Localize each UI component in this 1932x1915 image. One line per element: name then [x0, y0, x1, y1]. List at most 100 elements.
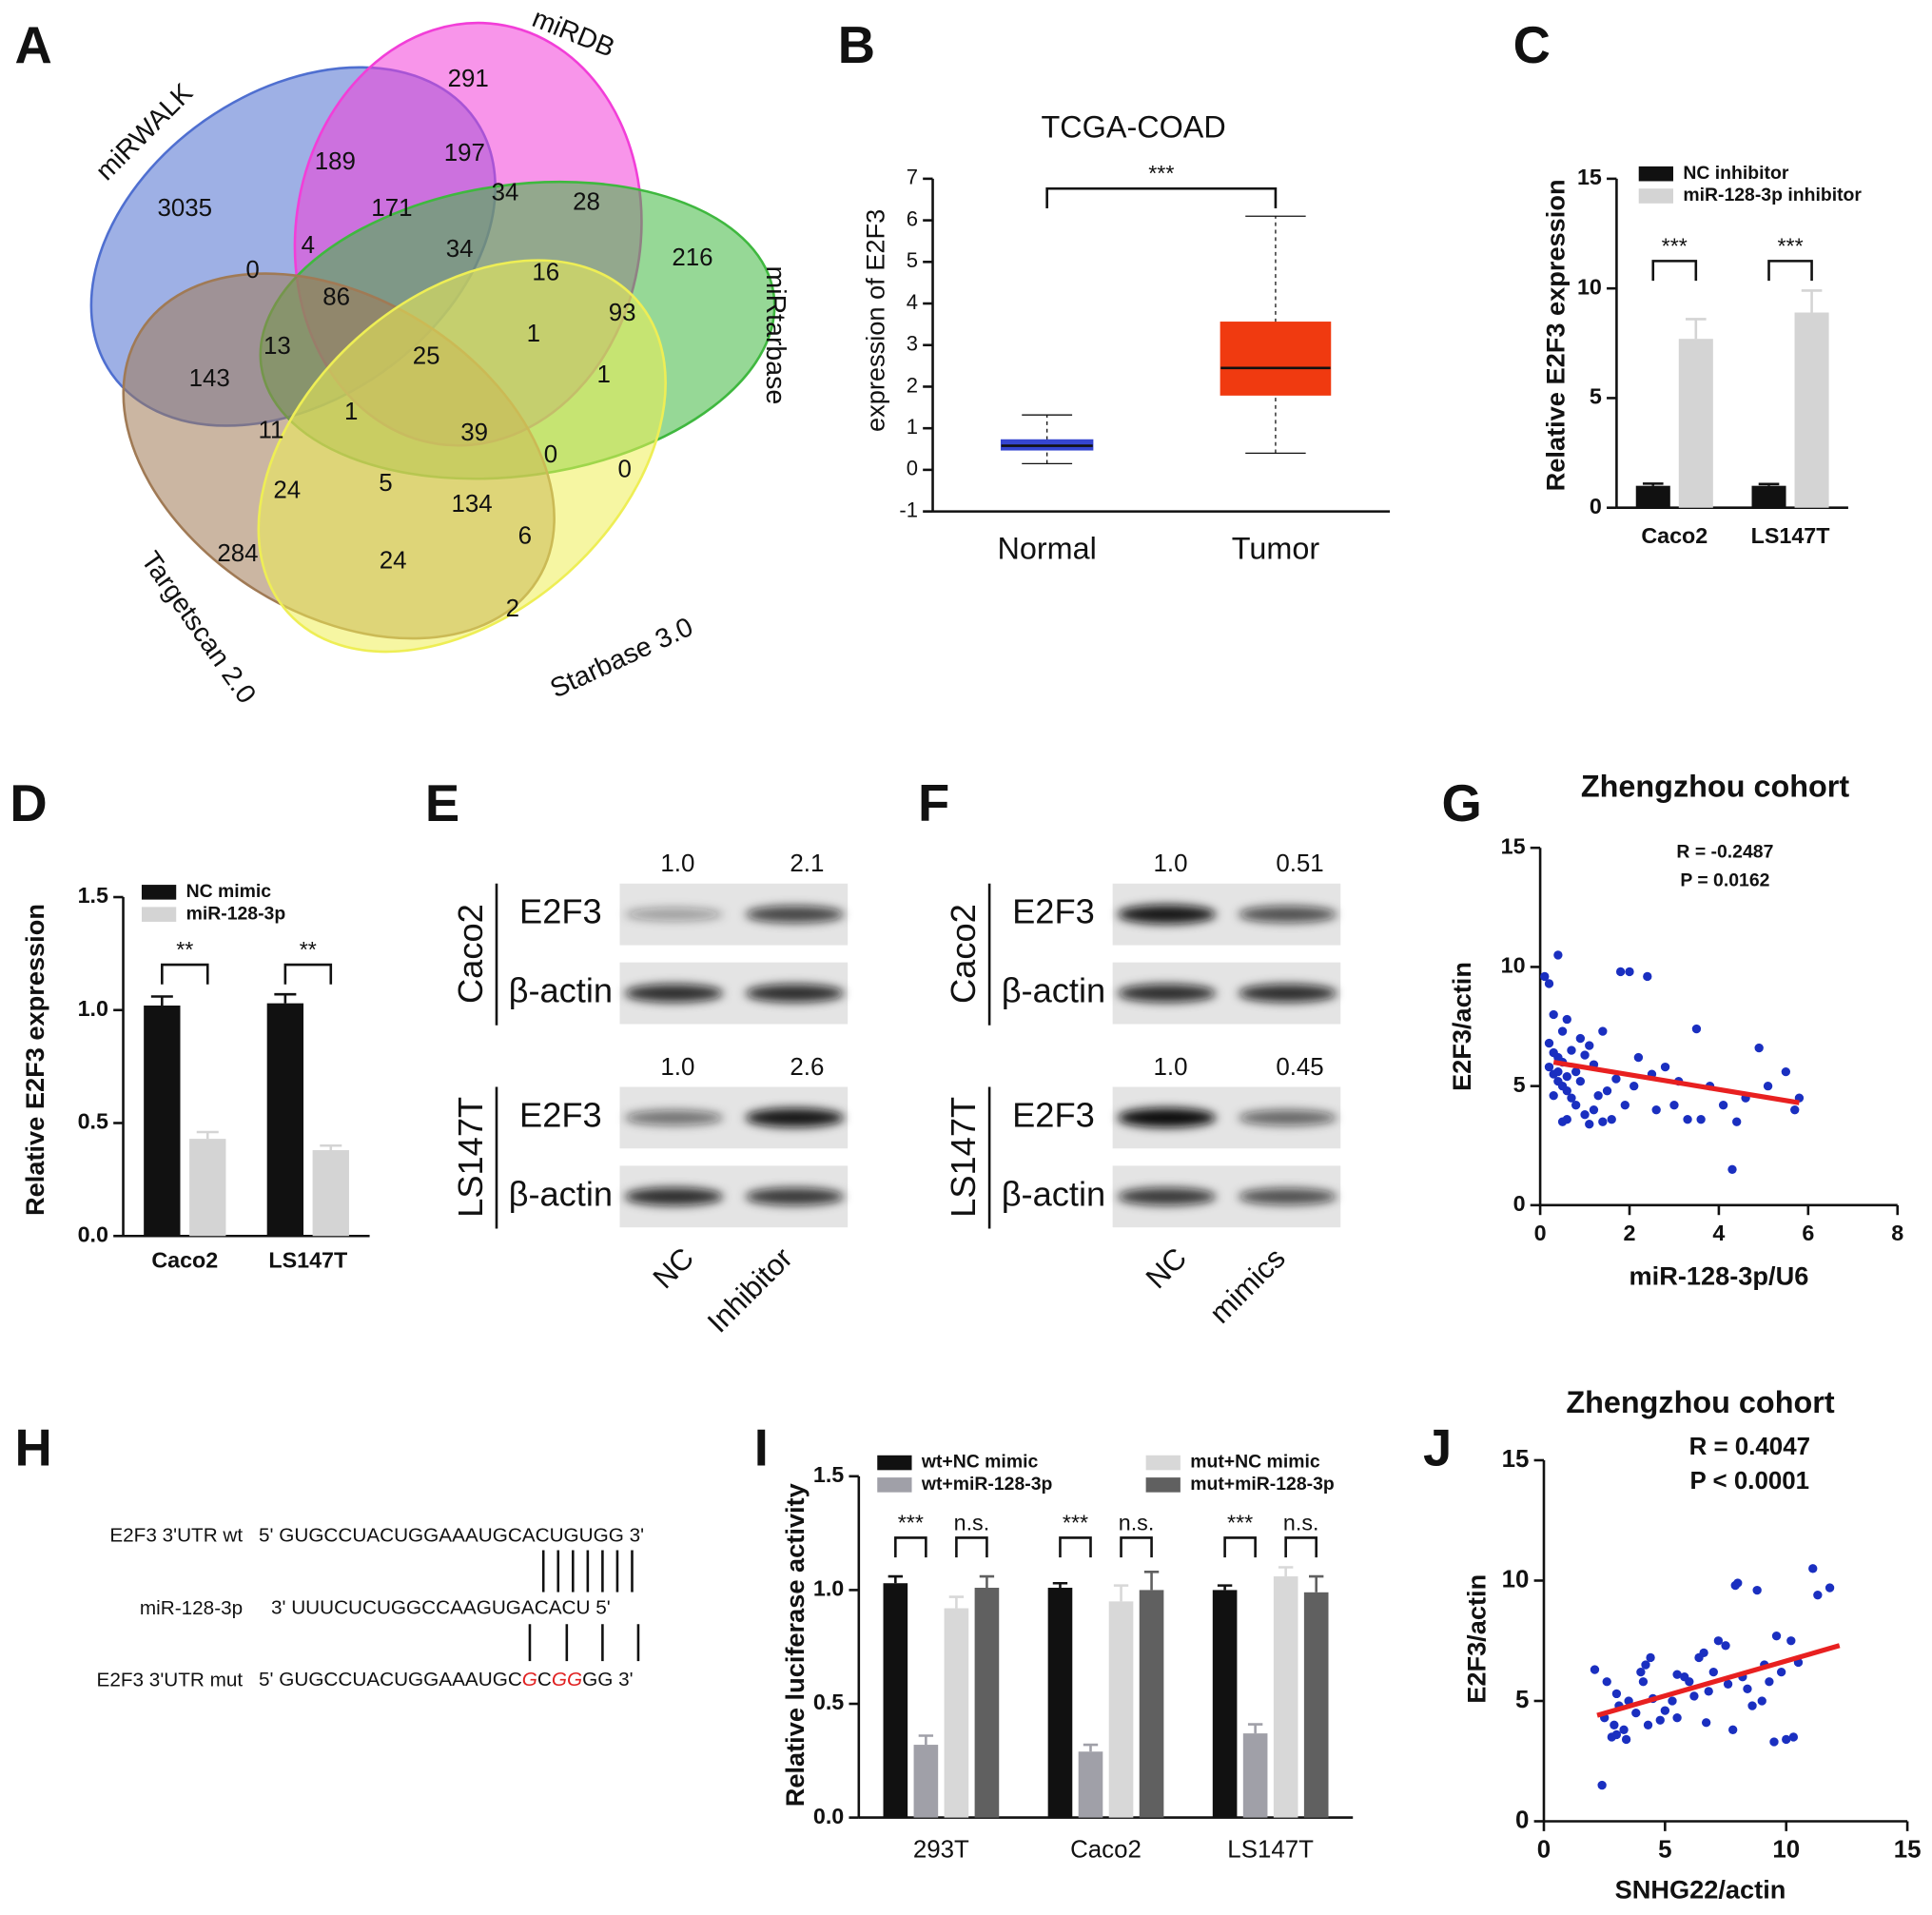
x-tick-label: Normal — [997, 532, 1096, 566]
error-bar — [1801, 289, 1823, 313]
lane-label: Inhibitor — [701, 1241, 799, 1339]
venn-count: 0 — [618, 457, 632, 483]
point — [1641, 1660, 1650, 1670]
significance-bracket — [1651, 260, 1698, 282]
y-tick-label: 0.0 — [78, 1221, 108, 1246]
point — [1544, 1038, 1554, 1048]
significance-label: n.s. — [1283, 1510, 1319, 1534]
point — [1611, 1689, 1622, 1699]
blot-band — [1117, 984, 1217, 1003]
point — [1611, 1074, 1621, 1084]
y-tick-label: 5 — [1513, 1072, 1526, 1097]
y-tick-label: 0 — [907, 457, 918, 480]
x-tick-label: LS147T — [268, 1248, 347, 1273]
point — [1597, 1780, 1607, 1790]
chart-title: TCGA-COAD — [1042, 110, 1226, 145]
point — [1771, 1632, 1782, 1641]
point — [1699, 1648, 1708, 1658]
lane-label: NC — [647, 1241, 700, 1295]
point — [1571, 1066, 1581, 1077]
x-tick-label: 15 — [1894, 1836, 1922, 1863]
point — [1689, 1691, 1699, 1701]
quantification: 2.6 — [790, 1054, 824, 1081]
venn-count: 28 — [573, 189, 600, 216]
venn-count: 3035 — [157, 195, 212, 222]
y-tick-label: 1.0 — [78, 996, 108, 1021]
point — [1782, 1734, 1791, 1745]
sequence: 5' GUGCCUACUGGAAAUGCACUGUGG 3' — [259, 1525, 644, 1547]
venn-count: 4 — [302, 232, 315, 259]
y-tick-label: 1 — [907, 415, 918, 439]
y-tick-label: 15 — [1502, 1446, 1530, 1473]
error-bar — [1278, 1566, 1294, 1577]
point — [1723, 1679, 1733, 1689]
mutated-base: G — [567, 1669, 582, 1690]
x-tick-label: 293T — [913, 1836, 969, 1863]
stat-label: R = 0.4047 — [1689, 1434, 1810, 1460]
point — [1619, 1725, 1629, 1735]
point — [1788, 1732, 1799, 1742]
point — [1585, 1041, 1594, 1050]
point — [1544, 1062, 1554, 1072]
point — [1660, 1062, 1670, 1072]
venn-count: 25 — [413, 343, 440, 370]
significance-bracket — [1045, 186, 1278, 208]
x-tick-label: 0 — [1534, 1221, 1547, 1245]
panel-label: C — [1513, 16, 1551, 74]
venn-count: 16 — [532, 259, 559, 285]
y-tick-label: 6 — [907, 206, 918, 230]
error-bar — [1083, 1743, 1099, 1752]
point — [1580, 1050, 1590, 1060]
x-tick-label: 8 — [1891, 1221, 1903, 1245]
point — [1704, 1687, 1713, 1696]
point — [1776, 1667, 1786, 1677]
x-tick-label: 6 — [1802, 1221, 1814, 1245]
point — [1685, 1677, 1694, 1687]
y-axis-title: Relative E2F3 expression — [20, 904, 49, 1216]
legend-label: NC inhibitor — [1683, 163, 1788, 184]
protein-label: E2F3 — [1012, 892, 1095, 931]
panel-label: D — [10, 774, 47, 832]
y-tick-label: 10 — [1577, 274, 1602, 299]
protein-label: E2F3 — [519, 892, 602, 931]
bar — [1047, 1588, 1073, 1818]
venn-count: 284 — [217, 540, 258, 567]
lane-label: mimics — [1203, 1241, 1292, 1330]
point — [1786, 1636, 1796, 1646]
blot-band — [1238, 906, 1337, 923]
point — [1557, 1026, 1568, 1036]
bar — [944, 1608, 969, 1818]
legend-swatch — [1145, 1455, 1181, 1471]
point — [1713, 1636, 1724, 1646]
x-axis-title: miR-128-3p/U6 — [1629, 1260, 1808, 1290]
significance-bracket — [1284, 1536, 1317, 1558]
point — [1589, 1105, 1599, 1115]
significance-label: *** — [1148, 161, 1174, 186]
error-bar — [1052, 1581, 1068, 1589]
point — [1727, 1164, 1737, 1174]
error-bar — [1309, 1574, 1324, 1593]
point — [1571, 1101, 1581, 1110]
point — [1593, 1090, 1603, 1101]
venn-count: 197 — [444, 140, 485, 166]
legend-swatch — [1638, 188, 1673, 204]
y-tick-label: 0 — [1590, 494, 1602, 518]
sequence-segment: C — [537, 1669, 552, 1690]
y-tick-label: 0.0 — [813, 1804, 844, 1828]
point — [1557, 1117, 1568, 1126]
error-bar — [196, 1130, 219, 1140]
bar — [1678, 339, 1713, 508]
venn-count: 216 — [672, 244, 712, 271]
point — [1733, 1578, 1743, 1588]
quantification: 1.0 — [1154, 850, 1188, 877]
point — [1598, 1117, 1608, 1126]
y-tick-label: 4 — [907, 290, 918, 314]
mutated-base: G — [552, 1669, 567, 1690]
y-axis-title: E2F3/actin — [1462, 1574, 1492, 1704]
bar — [189, 1139, 226, 1237]
significance-label: *** — [898, 1510, 924, 1534]
venn-count: 134 — [451, 491, 492, 518]
significance-label: *** — [1227, 1510, 1253, 1534]
protein-label: E2F3 — [519, 1095, 602, 1134]
point — [1590, 1665, 1600, 1674]
